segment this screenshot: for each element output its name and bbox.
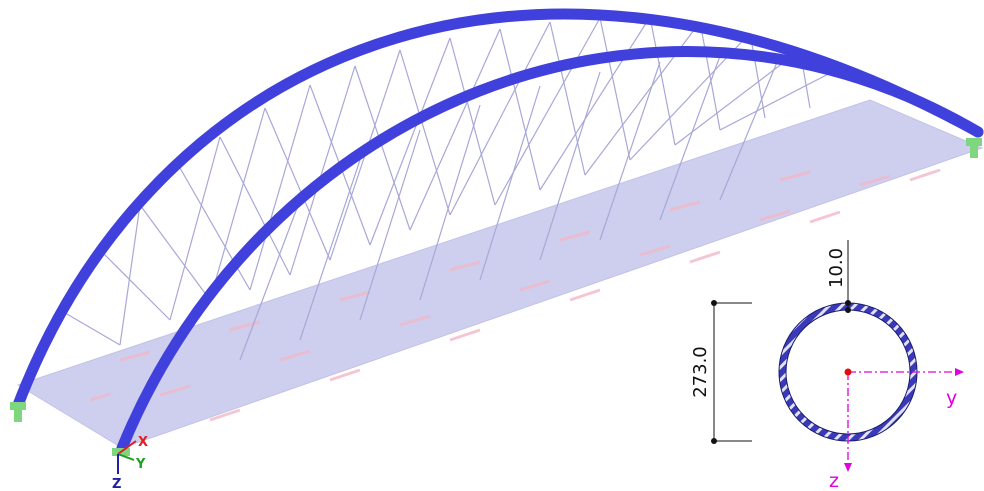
- section-y-label: y: [946, 387, 957, 409]
- support-left[interactable]: [10, 402, 26, 422]
- centroid-marker: [845, 369, 852, 376]
- wall-thickness-label: 10.0: [826, 248, 847, 288]
- cross-section-view: 10.0 273.0 y z: [690, 240, 964, 491]
- outer-diameter-label: 273.0: [690, 346, 711, 398]
- global-z-label: Z: [112, 477, 121, 491]
- global-x-label: X: [138, 435, 148, 450]
- global-y-label: Y: [135, 457, 146, 472]
- section-z-label: z: [829, 470, 839, 491]
